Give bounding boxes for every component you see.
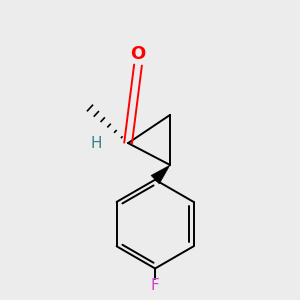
Text: H: H [90,136,102,151]
Text: F: F [151,278,160,293]
Text: O: O [130,45,146,63]
Polygon shape [151,165,170,184]
